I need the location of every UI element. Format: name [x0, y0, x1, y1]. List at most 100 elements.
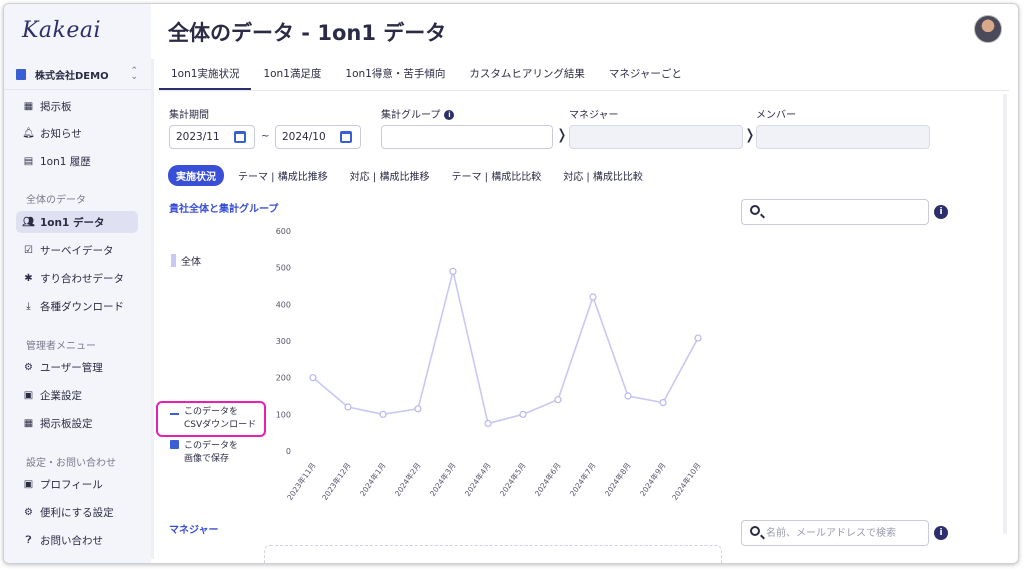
data-point	[309, 374, 317, 382]
group-search-box[interactable]	[741, 199, 929, 225]
sidebar-item-1on1-data[interactable]: 👥︎ 1on1 データ	[16, 211, 138, 233]
subtab-response-compare[interactable]: 対応 | 構成比比較	[563, 171, 643, 183]
period-label: 集計期間	[169, 110, 209, 121]
sidebar-item-label: プロフィール	[40, 478, 103, 491]
chevron-right-icon: ❭	[744, 127, 756, 143]
tab-strengths-weaknesses[interactable]: 1on1得意・苦手傾向	[345, 68, 446, 80]
date-range-separator: ~	[261, 131, 270, 142]
section-title-company-group: 貴社全体と集計グループ	[169, 204, 279, 215]
save-image-button[interactable]: このデータを 画像で保存	[170, 440, 238, 466]
calendar-icon[interactable]	[234, 131, 246, 143]
main-left-border	[151, 59, 154, 559]
manager-panel	[264, 545, 722, 563]
tab-custom-hearing[interactable]: カスタムヒアリング結果	[469, 68, 585, 80]
info-icon[interactable]: i	[934, 205, 948, 219]
y-tick-label: 200	[276, 374, 291, 383]
group-search-input[interactable]	[766, 204, 926, 220]
start-date-input[interactable]: 2023/11	[169, 125, 255, 149]
company-switcher[interactable]: 株式会社DEMO ⌃ ⌄	[16, 65, 138, 83]
nav-section-admin: 管理者メニュー	[26, 341, 96, 352]
sidebar-item-downloads[interactable]: ⤓ 各種ダウンロード	[16, 295, 138, 317]
y-tick-label: 600	[276, 227, 291, 236]
sidebar-item-notices[interactable]: 🔔︎ お知らせ	[16, 122, 138, 144]
sidebar-item-label: サーベイデータ	[40, 244, 114, 257]
x-tick-label: 2024年10月	[669, 460, 702, 501]
y-tick-label: 400	[276, 300, 291, 309]
member-label: メンバー	[756, 110, 796, 121]
data-point	[659, 399, 667, 407]
data-point	[519, 410, 527, 418]
subtab-status[interactable]: 実施状況	[168, 164, 224, 186]
sidebar-item-1on1-history[interactable]: ▤ 1on1 履歴	[16, 150, 138, 172]
sidebar-item-survey-data[interactable]: ☑ サーベイデータ	[16, 239, 138, 261]
app-window: Kakeai 株式会社DEMO ⌃ ⌄ ▦ 掲示板 🔔︎ お知らせ ▤ 1on1 …	[3, 3, 1019, 564]
y-tick-label: 100	[276, 410, 291, 419]
sidebar-item-label: すり合わせデータ	[40, 272, 124, 285]
subtab-theme-compare[interactable]: テーマ | 構成比比較	[451, 171, 542, 183]
x-tick-label: 2023年12月	[319, 460, 352, 501]
sidebar-item-label: ユーザー管理	[40, 361, 103, 374]
x-tick-label: 2023年11月	[284, 460, 317, 501]
board-settings-icon: ▦	[23, 417, 34, 429]
tab-by-manager[interactable]: マネジャーごと	[608, 68, 682, 80]
group-select[interactable]	[381, 125, 553, 149]
sidebar-item-label: 各種ダウンロード	[40, 300, 124, 313]
download-icon: ⤓	[26, 300, 31, 312]
bell-icon: 🔔︎	[22, 127, 35, 139]
manager-select[interactable]	[569, 125, 743, 149]
app-logo[interactable]: Kakeai	[22, 18, 102, 43]
nav-section-data: 全体のデータ	[26, 195, 86, 206]
tab-1on1-satisfaction[interactable]: 1on1満足度	[263, 68, 322, 80]
sidebar-item-company-settings[interactable]: ▣ 企業設定	[16, 384, 138, 406]
sidebar-item-label: 1on1 データ	[40, 216, 105, 229]
x-tick-label: 2024年2月	[392, 460, 422, 498]
main-content: 全体のデータ - 1on1 データ 1on1実施状況 1on1満足度 1on1得…	[151, 4, 1018, 563]
csv-download-line2: CSVダウンロード	[184, 420, 257, 430]
sidebar-item-label: お知らせ	[40, 127, 82, 140]
section-title-manager: マネジャー	[169, 525, 219, 536]
data-point	[379, 410, 387, 418]
manager-search-box[interactable]	[741, 520, 929, 546]
group-label-text: 集計グループ	[381, 110, 441, 121]
sidebar-item-label: 企業設定	[40, 389, 82, 402]
csv-download-button[interactable]: このデータを CSVダウンロード	[170, 406, 256, 432]
sidebar-item-board[interactable]: ▦ 掲示板	[16, 95, 138, 117]
member-select[interactable]	[756, 125, 930, 149]
subtab-theme-trend[interactable]: テーマ | 構成比推移	[238, 171, 328, 183]
user-avatar[interactable]	[974, 15, 1002, 43]
sidebar-item-contact[interactable]: ❓︎ お問い合わせ	[16, 529, 138, 551]
building-icon	[16, 68, 26, 80]
profile-icon: ▣	[23, 478, 34, 490]
sidebar-item-profile[interactable]: ▣ プロフィール	[16, 473, 138, 495]
chart-legend: 全体	[171, 253, 201, 268]
sidebar-item-user-admin[interactable]: ⚙ ユーザー管理	[16, 356, 138, 378]
scrollbar[interactable]	[1003, 94, 1007, 534]
search-icon	[750, 205, 760, 215]
help-icon: ❓︎	[25, 534, 32, 546]
subtab-bar: 実施状況 テーマ | 構成比推移 対応 | 構成比推移 テーマ | 構成比比較 …	[168, 164, 657, 186]
manager-search-input[interactable]	[766, 525, 926, 541]
page-title: 全体のデータ - 1on1 データ	[168, 21, 447, 45]
data-point	[554, 396, 562, 404]
tab-1on1-status[interactable]: 1on1実施状況	[159, 60, 252, 90]
sidebar-item-label: 掲示板設定	[40, 417, 93, 430]
gear-icon: ⚙	[24, 506, 33, 518]
subtab-response-trend[interactable]: 対応 | 構成比推移	[349, 171, 430, 183]
data-point	[449, 267, 457, 275]
sidebar-item-preferences[interactable]: ⚙ 便利にする設定	[16, 501, 138, 523]
sidebar-item-alignment-data[interactable]: ✱ すり合わせデータ	[16, 267, 138, 289]
save-image-line2: 画像で保存	[184, 454, 230, 464]
data-point	[414, 405, 422, 413]
save-image-line1: このデータを	[184, 441, 239, 451]
csv-download-highlight	[156, 401, 266, 437]
sidebar-item-label: 便利にする設定	[40, 506, 114, 519]
updown-chevron-icon: ⌃ ⌄	[130, 66, 138, 82]
info-icon[interactable]: i	[444, 110, 455, 120]
user-admin-icon: ⚙	[24, 361, 33, 373]
info-icon[interactable]: i	[934, 526, 948, 540]
x-tick-label: 2024年8月	[602, 460, 632, 498]
sidebar-item-board-settings[interactable]: ▦ 掲示板設定	[16, 412, 138, 434]
end-date-input[interactable]: 2024/10	[275, 125, 361, 149]
calendar-icon[interactable]	[340, 131, 352, 143]
